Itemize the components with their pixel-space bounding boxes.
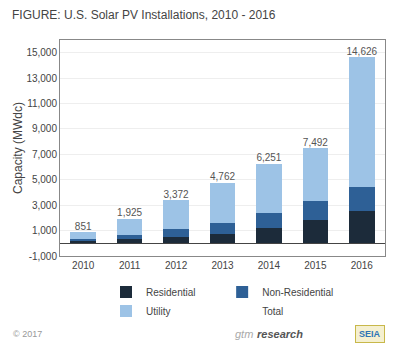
svg-text:13,000: 13,000 xyxy=(26,73,57,84)
svg-text:Utility: Utility xyxy=(146,306,170,317)
svg-text:7,492: 7,492 xyxy=(303,137,328,148)
svg-text:SEIA: SEIA xyxy=(359,329,381,339)
svg-text:1,000: 1,000 xyxy=(32,225,57,236)
svg-text:6,251: 6,251 xyxy=(256,152,281,163)
svg-text:Total: Total xyxy=(262,306,283,317)
svg-text:3,000: 3,000 xyxy=(32,200,57,211)
svg-text:9,000: 9,000 xyxy=(32,123,57,134)
svg-text:851: 851 xyxy=(75,221,92,232)
svg-text:4,762: 4,762 xyxy=(210,171,235,182)
svg-text:1,925: 1,925 xyxy=(117,207,142,218)
svg-text:2014: 2014 xyxy=(258,260,281,271)
svg-text:Capacity (MWdc): Capacity (MWdc) xyxy=(11,102,25,194)
svg-text:gtm: gtm xyxy=(235,328,253,340)
svg-text:2012: 2012 xyxy=(165,260,188,271)
svg-text:© 2017: © 2017 xyxy=(13,329,42,339)
svg-text:2016: 2016 xyxy=(351,260,374,271)
svg-text:5,000: 5,000 xyxy=(32,174,57,185)
svg-text:15,000: 15,000 xyxy=(26,47,57,58)
svg-text:2013: 2013 xyxy=(211,260,234,271)
svg-text:14,626: 14,626 xyxy=(346,46,377,57)
svg-text:Residential: Residential xyxy=(146,287,195,298)
svg-text:11,000: 11,000 xyxy=(27,98,57,109)
svg-text:2010: 2010 xyxy=(72,260,95,271)
svg-text:research: research xyxy=(257,328,303,340)
svg-text:7,000: 7,000 xyxy=(32,149,57,160)
svg-text:FIGURE: U.S. Solar PV Installa: FIGURE: U.S. Solar PV Installations, 201… xyxy=(12,8,276,22)
svg-text:-1,000: -1,000 xyxy=(29,251,58,262)
svg-text:Non-Residential: Non-Residential xyxy=(262,287,333,298)
svg-text:2015: 2015 xyxy=(304,260,327,271)
svg-text:2011: 2011 xyxy=(119,260,141,271)
svg-text:3,372: 3,372 xyxy=(164,189,189,200)
